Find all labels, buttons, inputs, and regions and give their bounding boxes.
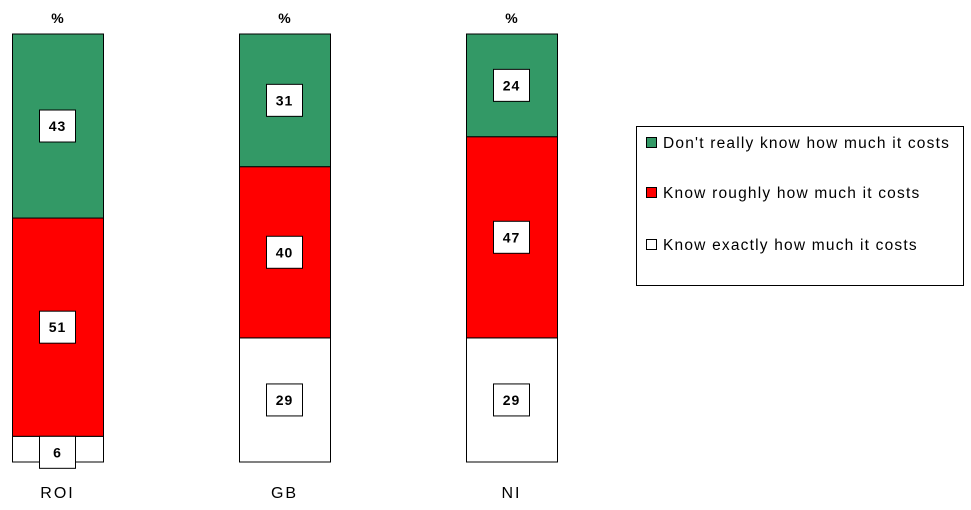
unit-label: % xyxy=(51,10,64,26)
value-label: 24 xyxy=(503,77,521,93)
white-square-icon xyxy=(646,239,657,250)
value-label-box xyxy=(266,83,303,117)
value-label-box xyxy=(266,235,303,269)
green-square-icon xyxy=(646,137,657,148)
value-label-box xyxy=(39,310,76,344)
category-label: NI xyxy=(502,485,522,502)
value-label: 47 xyxy=(503,229,521,245)
red-square-icon xyxy=(646,187,657,198)
value-label: 40 xyxy=(276,244,294,260)
value-label: 29 xyxy=(276,392,294,408)
category-label: GB xyxy=(271,485,298,502)
value-label: 29 xyxy=(503,392,521,408)
legend-label: Don't really know how much it costs xyxy=(663,135,951,152)
value-label: 51 xyxy=(49,319,67,335)
value-label-box xyxy=(493,220,530,254)
value-label-box xyxy=(39,109,76,143)
legend-item-dont-know: Don't really know how much it costs xyxy=(646,133,964,155)
value-label-box xyxy=(266,383,303,417)
value-label-box xyxy=(39,435,76,469)
value-label-box xyxy=(493,383,530,417)
legend-item-know-roughly: Know roughly how much it costs xyxy=(646,183,964,205)
value-label: 43 xyxy=(49,118,67,134)
chart-legend: Don't really know how much it costs Know… xyxy=(636,126,964,286)
legend-item-know-exactly: Know exactly how much it costs xyxy=(646,235,964,257)
unit-label: % xyxy=(505,10,518,26)
value-label: 31 xyxy=(276,92,294,108)
category-label: ROI xyxy=(40,485,74,502)
value-label-box xyxy=(493,68,530,102)
value-label: 6 xyxy=(53,444,62,460)
unit-label: % xyxy=(278,10,291,26)
legend-label: Know roughly how much it costs xyxy=(663,185,921,202)
legend-label: Know exactly how much it costs xyxy=(663,237,918,254)
